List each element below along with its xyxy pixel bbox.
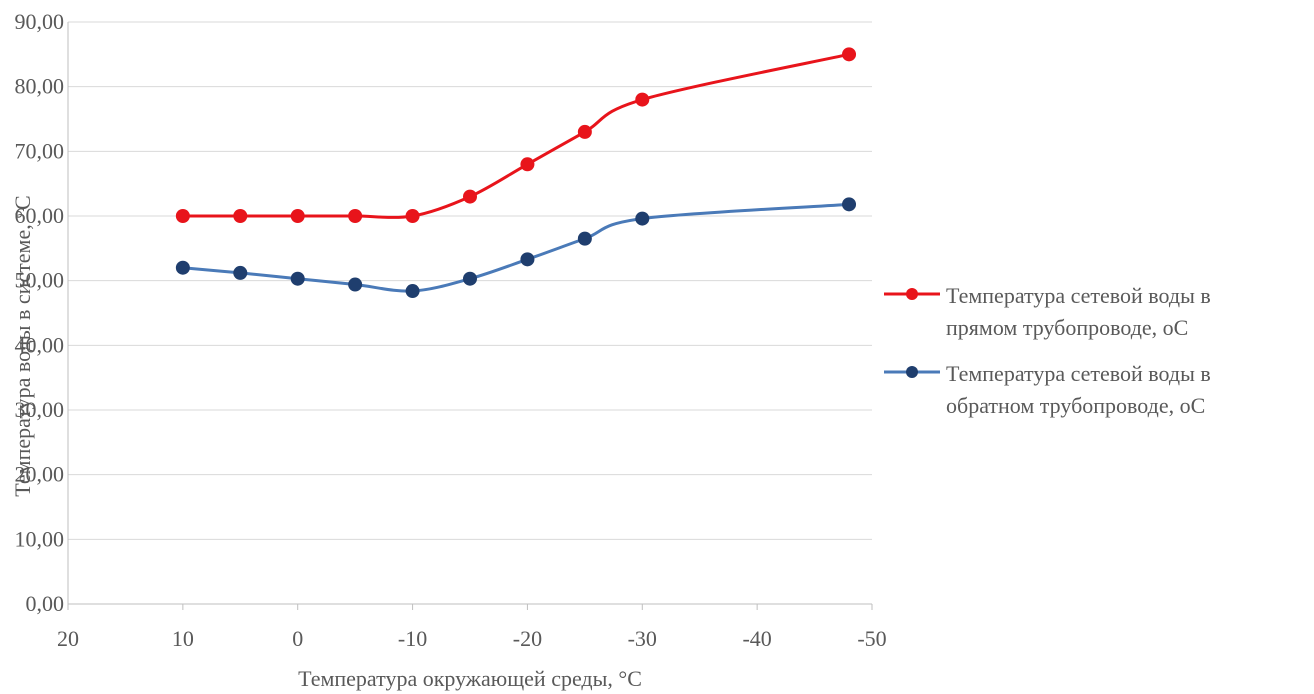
- legend-key-return: [884, 366, 940, 378]
- data-point: [405, 284, 420, 299]
- data-point: [842, 47, 857, 62]
- legend-label-supply-line2: прямом трубопроводе, оС: [946, 315, 1189, 340]
- legend-label-return-line1: Температура сетевой воды в: [946, 361, 1211, 386]
- y-axis-title: Температура воды в системе, °С: [10, 195, 35, 496]
- x-tick-label: 20: [57, 626, 79, 651]
- y-tick-label: 50,00: [15, 268, 65, 293]
- x-tick-label: 0: [292, 626, 303, 651]
- legend-key-supply: [884, 288, 940, 300]
- y-tick-labels: 0,00 10,00 20,00 30,00 40,00 50,00 60,00 70,00 8…: [15, 9, 65, 616]
- y-tick-label: 80,00: [15, 74, 65, 99]
- data-point: [348, 209, 363, 223]
- data-point: [463, 189, 477, 204]
- x-tick-labels: 20 10 0 -10 -20 -30 -40 -50: [57, 626, 887, 651]
- data-point: [175, 209, 190, 223]
- data-point: [577, 231, 592, 246]
- data-point: [635, 92, 650, 107]
- legend: Температура сетевой воды в прямом трубоп…: [884, 280, 1304, 436]
- x-tick-label: 10: [172, 626, 194, 651]
- axes: [67, 22, 873, 610]
- y-tick-label: 30,00: [15, 397, 65, 422]
- legend-item-supply: Температура сетевой воды в прямом трубоп…: [884, 280, 1304, 344]
- y-tick-label: 20,00: [15, 462, 65, 487]
- data-point: [635, 211, 650, 226]
- legend-label-return-line2: обратном трубопроводе, оС: [946, 393, 1206, 418]
- data-point: [290, 209, 305, 223]
- data-point: [405, 209, 420, 223]
- y-tick-label: 0,00: [26, 591, 65, 616]
- x-tick-label: -30: [628, 626, 657, 651]
- data-point: [520, 252, 535, 267]
- data-point: [577, 124, 592, 139]
- data-point: [463, 271, 477, 286]
- series-return: [175, 197, 857, 299]
- y-tick-label: 10,00: [15, 526, 65, 551]
- y-tick-label: 60,00: [15, 203, 65, 228]
- data-point: [233, 265, 248, 280]
- y-tick-label: 70,00: [15, 138, 65, 163]
- data-point: [348, 277, 363, 292]
- data-point: [290, 271, 305, 286]
- x-tick-label: -50: [857, 626, 886, 651]
- x-tick-label: -20: [513, 626, 542, 651]
- data-point: [520, 157, 535, 172]
- data-point: [233, 209, 248, 223]
- y-tick-label: 90,00: [15, 9, 65, 34]
- x-tick-label: -10: [398, 626, 427, 651]
- series-supply: [175, 47, 857, 223]
- legend-label-supply-line1: Температура сетевой воды в: [946, 283, 1211, 308]
- series-layer: [175, 47, 857, 299]
- x-tick-label: -40: [742, 626, 771, 651]
- x-axis-title: Температура окружающей среды, °C: [298, 666, 642, 691]
- series-line: [182, 52, 850, 219]
- legend-item-return: Температура сетевой воды в обратном труб…: [884, 358, 1304, 422]
- data-point: [175, 260, 190, 275]
- y-tick-label: 40,00: [15, 332, 65, 357]
- data-point: [842, 197, 857, 212]
